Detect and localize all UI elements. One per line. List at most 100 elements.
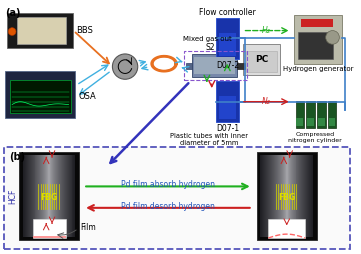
Text: Hydrogen generator: Hydrogen generator [283, 66, 353, 72]
Bar [270, 155, 271, 237]
Bar [64, 155, 65, 237]
Bar [290, 155, 291, 237]
Text: FBG: FBG [40, 193, 58, 202]
Bar [243, 44, 280, 75]
Bar [272, 155, 273, 237]
Bar [288, 155, 289, 237]
Bar [281, 155, 282, 237]
Bar [267, 155, 268, 237]
Bar [53, 155, 54, 237]
Bar [329, 118, 335, 126]
Bar [55, 155, 56, 237]
Bar [10, 80, 70, 113]
Bar [194, 57, 235, 74]
Bar [45, 155, 46, 237]
Bar [274, 155, 275, 237]
Bar [29, 155, 30, 237]
Bar [34, 155, 35, 237]
Bar [43, 155, 44, 237]
Text: Mixed gas out: Mixed gas out [183, 36, 231, 42]
Bar [39, 155, 40, 237]
Bar [24, 155, 25, 237]
Bar [303, 155, 304, 237]
Bar [216, 81, 239, 122]
Bar [296, 118, 303, 126]
Bar [301, 155, 303, 237]
Bar [63, 155, 64, 237]
Bar [26, 155, 27, 237]
Bar [278, 155, 279, 237]
Bar [56, 155, 57, 237]
Text: (a): (a) [5, 8, 21, 18]
Bar [293, 15, 342, 64]
Bar [318, 118, 325, 126]
Bar [65, 155, 66, 237]
Text: PC: PC [255, 55, 268, 64]
Bar [60, 155, 61, 237]
Bar [268, 155, 269, 237]
Bar [287, 155, 288, 237]
Bar [218, 33, 236, 56]
Text: Compressed
nitrogen cylinder: Compressed nitrogen cylinder [288, 132, 342, 143]
Bar [275, 155, 276, 237]
Text: D07-1: D07-1 [216, 124, 239, 133]
Bar [27, 155, 28, 237]
Bar [268, 218, 305, 238]
Bar [262, 155, 264, 237]
Bar [257, 152, 317, 240]
Bar [32, 236, 66, 238]
Bar [309, 155, 310, 237]
Bar [58, 155, 59, 237]
Bar [271, 155, 272, 237]
Bar [52, 155, 53, 237]
Bar [23, 155, 24, 237]
Bar [269, 155, 270, 237]
Bar [307, 155, 308, 237]
Circle shape [8, 28, 16, 36]
Text: D07-2: D07-2 [216, 61, 239, 70]
Bar [17, 17, 66, 44]
Text: N₂: N₂ [262, 97, 271, 106]
Bar [71, 155, 73, 237]
Bar [261, 155, 262, 237]
Bar [5, 71, 75, 118]
Bar [19, 152, 79, 240]
Bar [186, 63, 192, 69]
Bar [260, 155, 261, 237]
Bar [280, 155, 281, 237]
Bar [59, 155, 60, 237]
Bar [317, 101, 326, 128]
Text: FBG: FBG [278, 193, 295, 202]
Bar [306, 101, 315, 128]
Text: S2: S2 [205, 43, 214, 52]
Bar [184, 51, 247, 80]
Bar [54, 155, 55, 237]
Text: Film: Film [80, 223, 96, 232]
Text: HCF: HCF [8, 188, 17, 204]
Bar [297, 155, 299, 237]
Bar [47, 155, 48, 237]
Text: H₂: H₂ [262, 26, 271, 35]
Bar [30, 155, 31, 237]
Bar [289, 155, 290, 237]
Bar [273, 155, 274, 237]
Bar [291, 155, 292, 237]
Bar [299, 31, 332, 59]
Bar [305, 155, 306, 237]
Bar [293, 155, 295, 237]
Bar [36, 155, 38, 237]
Bar [216, 18, 239, 59]
Bar [61, 155, 62, 237]
Bar [284, 155, 285, 237]
Bar [44, 155, 45, 237]
Bar [246, 51, 277, 72]
Text: OSA: OSA [78, 92, 96, 101]
Bar [67, 155, 68, 237]
Bar [35, 155, 36, 237]
Bar [308, 155, 309, 237]
Text: Flow controller: Flow controller [199, 8, 256, 17]
Text: Pd film absorb hydrogen: Pd film absorb hydrogen [121, 180, 215, 189]
Bar [295, 155, 296, 237]
Bar [57, 155, 58, 237]
Bar [237, 63, 245, 69]
